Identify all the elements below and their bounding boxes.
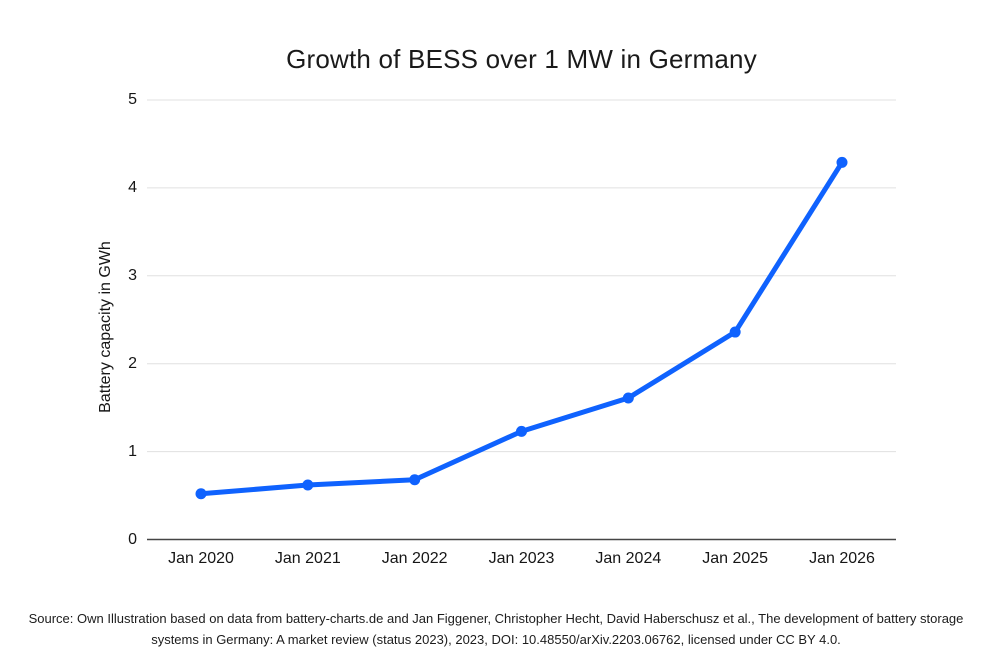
x-tick-label: Jan 2026 bbox=[809, 550, 875, 567]
data-point bbox=[622, 392, 634, 404]
data-point bbox=[836, 156, 848, 168]
x-tick-label: Jan 2022 bbox=[381, 550, 448, 567]
x-tick-label: Jan 2021 bbox=[274, 550, 341, 567]
y-tick-label: 0 bbox=[128, 530, 137, 548]
data-point bbox=[195, 488, 207, 500]
y-tick-label: 2 bbox=[128, 354, 137, 372]
x-tick-label: Jan 2025 bbox=[702, 550, 769, 567]
y-tick-label: 3 bbox=[128, 266, 137, 284]
data-point bbox=[516, 425, 527, 437]
chart-title: Growth of BESS over 1 MW in Germany bbox=[286, 44, 757, 74]
x-tick-label: Jan 2020 bbox=[168, 550, 234, 567]
x-tick-label: Jan 2024 bbox=[595, 550, 662, 567]
x-tick-label: Jan 2023 bbox=[488, 550, 555, 567]
data-point bbox=[729, 326, 741, 338]
series-line bbox=[198, 159, 845, 497]
source-note: Source: Own Illustration based on data f… bbox=[28, 611, 964, 647]
y-tick-label: 4 bbox=[128, 178, 137, 196]
data-point bbox=[409, 474, 421, 486]
y-tick-label: 1 bbox=[128, 442, 137, 460]
y-tick-label: 5 bbox=[128, 91, 137, 108]
data-point bbox=[302, 479, 314, 491]
